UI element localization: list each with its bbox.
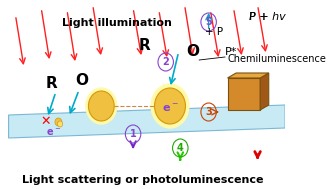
Circle shape bbox=[57, 121, 63, 127]
Text: P*: P* bbox=[225, 47, 237, 57]
Circle shape bbox=[86, 88, 117, 124]
Text: e$^-$: e$^-$ bbox=[46, 128, 61, 139]
Circle shape bbox=[88, 91, 114, 121]
Polygon shape bbox=[227, 78, 260, 110]
Text: 3: 3 bbox=[205, 107, 212, 117]
Text: Light illumination: Light illumination bbox=[62, 18, 172, 28]
Circle shape bbox=[55, 118, 62, 126]
Polygon shape bbox=[260, 73, 269, 110]
Text: ✕: ✕ bbox=[40, 115, 51, 128]
Text: R: R bbox=[45, 76, 57, 91]
Circle shape bbox=[151, 84, 189, 128]
Text: 4: 4 bbox=[177, 143, 184, 153]
Circle shape bbox=[154, 88, 186, 124]
Text: 5: 5 bbox=[205, 17, 212, 27]
Text: R: R bbox=[138, 38, 150, 53]
Text: e$^-$: e$^-$ bbox=[162, 102, 178, 114]
Text: O: O bbox=[75, 73, 88, 88]
Text: 1: 1 bbox=[130, 129, 136, 139]
Text: + P: + P bbox=[205, 27, 223, 37]
Text: O: O bbox=[187, 44, 200, 59]
Text: Light scattering or photoluminescence: Light scattering or photoluminescence bbox=[22, 175, 263, 185]
Text: Chemiluminescence: Chemiluminescence bbox=[227, 54, 326, 64]
Polygon shape bbox=[227, 73, 269, 78]
Polygon shape bbox=[9, 105, 285, 138]
Text: P +: P + bbox=[249, 12, 272, 22]
Text: 2: 2 bbox=[162, 57, 169, 67]
Text: P + hv: P + hv bbox=[249, 12, 286, 22]
